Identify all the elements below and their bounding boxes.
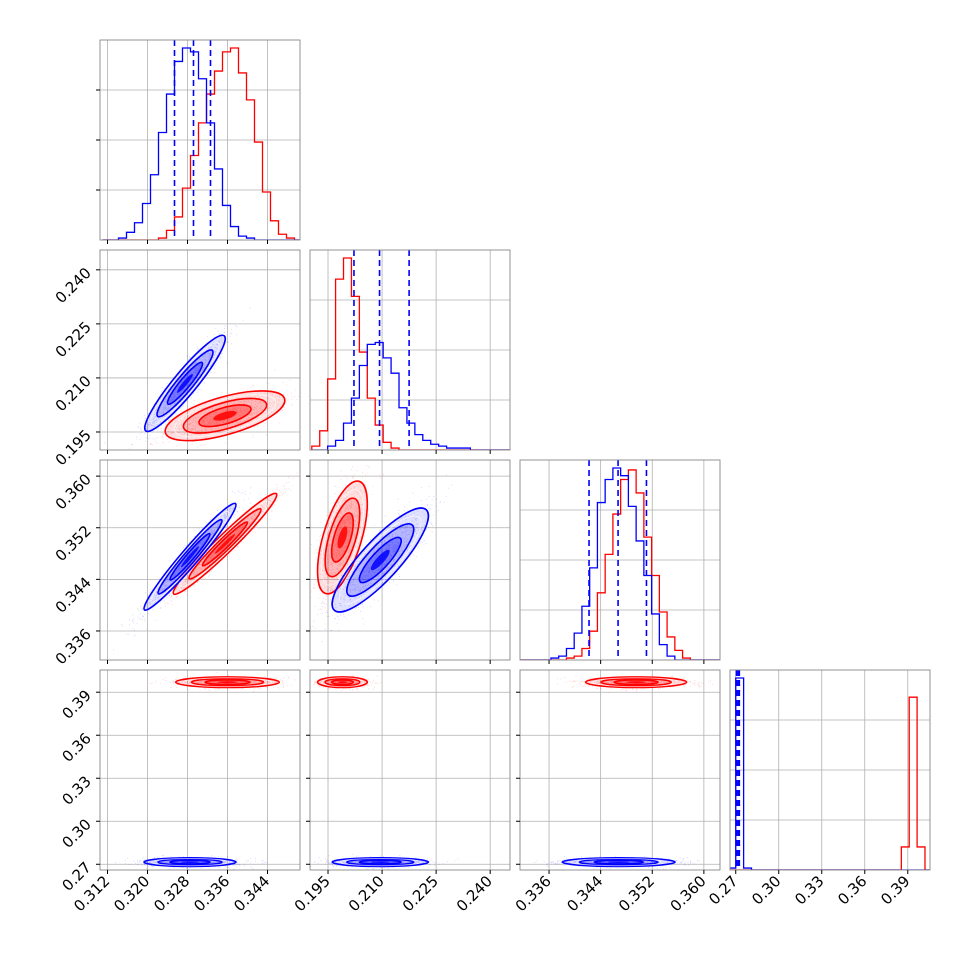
- x-tick-label: 0.360: [667, 872, 710, 915]
- contour-blue-contour: [177, 373, 193, 393]
- panel-grid: [100, 670, 300, 870]
- contour-blue: [115, 854, 267, 870]
- hist-red: [520, 469, 720, 660]
- x-tick-label: 0.352: [615, 872, 658, 915]
- panel-frame: [309, 459, 511, 661]
- contour-blue: [534, 855, 700, 870]
- contour-red-contour: [217, 681, 238, 684]
- contour-red: [104, 369, 300, 450]
- y-tick-label: 0.210: [52, 372, 95, 415]
- panel-frame: [99, 669, 301, 871]
- y-tick-label: 0.36: [58, 729, 94, 765]
- contour-red: [310, 465, 384, 627]
- panel-frame: [99, 459, 301, 661]
- hist-red: [311, 257, 510, 450]
- panel-grid: [730, 670, 930, 870]
- x-tick-label: 0.225: [399, 872, 442, 915]
- contour-blue-contour: [180, 546, 199, 568]
- x-tick-label: 0.344: [563, 872, 606, 915]
- panel-grid: [310, 670, 510, 870]
- x-tick-label: 0.240: [453, 872, 496, 915]
- panel-grid: [100, 40, 300, 240]
- contour-blue-contour: [370, 549, 390, 571]
- panel-frame: [519, 459, 721, 661]
- contour-red: [142, 466, 300, 630]
- contour-red-points: [310, 465, 384, 627]
- y-tick-label: 0.240: [52, 264, 95, 307]
- contour-red-contour: [213, 410, 237, 421]
- y-tick-label: 0.360: [52, 470, 95, 513]
- y-tick-label: 0.39: [58, 686, 94, 722]
- y-tick-label: 0.336: [52, 625, 95, 668]
- x-tick-label: 0.30: [748, 872, 784, 908]
- contour-red-contour: [214, 533, 236, 554]
- y-tick-label: 0.33: [58, 772, 94, 808]
- x-tick-label: 0.328: [150, 872, 193, 915]
- x-tick-label: 0.210: [345, 872, 388, 915]
- panel-frame: [99, 249, 301, 451]
- panel-frame: [519, 669, 721, 871]
- contour-blue-contour: [370, 861, 390, 863]
- panel-grid: [520, 670, 720, 870]
- contour-red: [557, 674, 713, 693]
- y-tick-label: 0.195: [52, 426, 95, 469]
- panel-grid: [310, 250, 510, 450]
- x-tick-label: 0.195: [291, 872, 334, 915]
- contour-red: [150, 672, 296, 693]
- x-tick-label: 0.336: [190, 872, 233, 915]
- x-tick-label: 0.336: [512, 872, 555, 915]
- hist-blue: [102, 47, 300, 240]
- y-tick-label: 0.352: [52, 522, 95, 565]
- x-tick-label: 0.27: [705, 872, 741, 908]
- contour-blue-contour: [607, 861, 630, 863]
- hist-blue: [730, 677, 930, 870]
- contour-blue: [310, 853, 459, 870]
- contour-red-contour: [337, 681, 348, 684]
- contour-red-contour: [626, 681, 646, 684]
- y-tick-label: 0.344: [52, 573, 95, 616]
- x-tick-label: 0.344: [230, 872, 273, 915]
- hist-red: [102, 47, 300, 240]
- contour-blue: [310, 474, 453, 642]
- contour-blue: [113, 487, 252, 651]
- hist-blue: [520, 467, 720, 660]
- contour-blue: [129, 307, 251, 450]
- y-tick-label: 0.30: [58, 815, 94, 851]
- panel-frame: [309, 669, 511, 871]
- contour-blue-contour: [181, 861, 199, 863]
- x-tick-label: 0.33: [791, 872, 827, 908]
- y-tick-label: 0.225: [52, 318, 95, 361]
- contour-red: [310, 675, 382, 691]
- x-tick-label: 0.39: [877, 872, 913, 908]
- hist-red: [730, 696, 930, 870]
- hist-blue: [311, 341, 510, 450]
- panel-frame: [729, 669, 931, 871]
- contour-red-contour: [337, 526, 348, 549]
- x-tick-label: 0.320: [110, 872, 153, 915]
- x-tick-label: 0.36: [834, 872, 870, 908]
- panel-grid: [100, 460, 300, 660]
- panel-frame: [309, 249, 511, 451]
